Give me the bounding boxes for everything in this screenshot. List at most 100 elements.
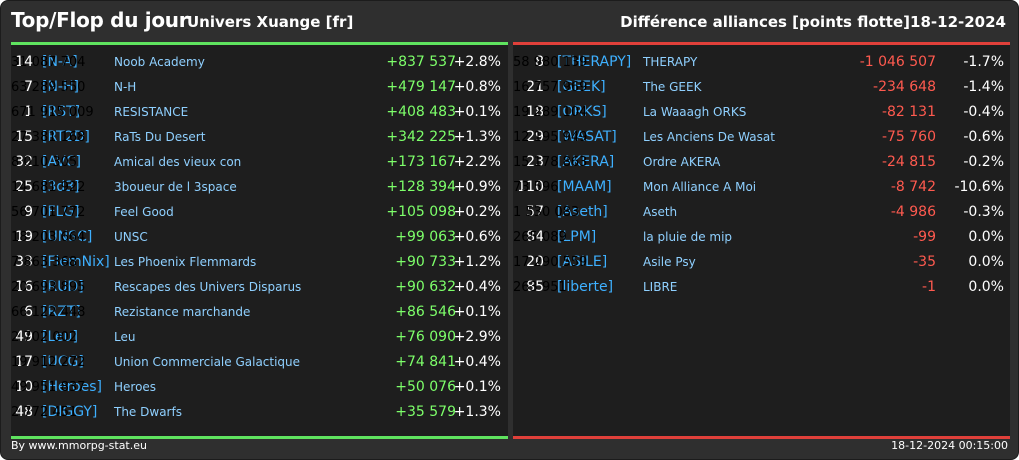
alliance-tag[interactable]: [Aseth]: [557, 204, 608, 220]
alliance-tag[interactable]: [MAAM]: [557, 179, 612, 195]
alliance-name[interactable]: Les Anciens De Wasat: [643, 130, 775, 144]
points-difference: +74 841: [395, 354, 456, 370]
alliance-name[interactable]: Ordre AKERA: [643, 155, 721, 169]
alliance-rank: 16: [15, 279, 33, 295]
percent-change: +1.3%: [453, 129, 501, 145]
alliance-points: 31 087 704: [11, 55, 86, 70]
alliance-tag[interactable]: [ORKS]: [557, 104, 607, 120]
alliance-tag[interactable]: [UNSC]: [42, 229, 93, 245]
percent-change: +0.1%: [453, 304, 501, 320]
points-difference: -1 046 507: [859, 54, 936, 70]
percent-change: +1.2%: [453, 254, 501, 270]
alliance-rank: 17: [15, 354, 33, 370]
alliance-points: 14 681 922: [11, 180, 86, 195]
alliance-tag[interactable]: [THERAPY]: [557, 54, 632, 70]
alliance-points: 19 912 272: [11, 355, 86, 370]
alliance-rank: 8: [535, 54, 544, 70]
points-difference: -82 131: [881, 104, 936, 120]
alliance-tag[interactable]: [LPM]: [557, 229, 597, 245]
footer-credit[interactable]: By www.mmorpg-stat.eu: [11, 439, 147, 452]
points-difference: -234 648: [873, 79, 936, 95]
alliance-tag[interactable]: [N-H]: [42, 79, 79, 95]
percent-change: 0.0%: [968, 254, 1004, 270]
alliance-tag[interactable]: [RT2D]: [42, 129, 90, 145]
points-difference: +35 579: [395, 404, 456, 420]
alliance-tag[interactable]: [N-A]: [42, 54, 78, 70]
gainer-row: 9 [FLG] Feel Good 56 701 772 +105 098 +0.2%: [11, 200, 508, 225]
gainer-row: 14 [N-A] Noob Academy 31 087 704 +837 537 +2.…: [11, 50, 508, 75]
alliance-rank: 7: [24, 79, 33, 95]
alliance-tag[interactable]: [DIGGY]: [42, 404, 98, 420]
alliance-tag[interactable]: [FLG]: [42, 204, 80, 220]
points-difference: -1: [922, 279, 936, 295]
alliance-tag[interactable]: [GEEK]: [557, 79, 606, 95]
alliance-tag[interactable]: [UCG]: [42, 354, 84, 370]
alliance-rank: 15: [15, 129, 33, 145]
alliance-name[interactable]: THERAPY: [643, 55, 698, 69]
alliance-name[interactable]: Union Commerciale Galactique: [114, 355, 301, 369]
alliance-name[interactable]: la pluie de mip: [643, 230, 733, 244]
points-difference: +342 225: [386, 129, 456, 145]
points-difference: +173 167: [386, 154, 456, 170]
percent-change: -0.3%: [963, 204, 1004, 220]
alliance-name[interactable]: Asile Psy: [643, 255, 696, 269]
alliance-points: 671 915 009: [11, 105, 94, 120]
percent-change: -1.4%: [963, 79, 1004, 95]
points-difference: -8 742: [890, 179, 936, 195]
percent-change: 0.0%: [968, 279, 1004, 295]
gainer-row: 32 [AVC] Amical des vieux con 8 010 305 +173…: [11, 150, 508, 175]
alliance-tag[interactable]: [RUD]: [42, 279, 84, 295]
alliance-points: 1 530 083: [513, 205, 580, 220]
alliance-name[interactable]: The Dwarfs: [114, 405, 182, 419]
alliance-name[interactable]: 3boueur de l 3space: [114, 180, 237, 194]
alliance-tag[interactable]: [liberte]: [557, 279, 614, 295]
alliance-name[interactable]: Mon Alliance A Moi: [643, 180, 757, 194]
points-difference: +90 733: [395, 254, 456, 270]
alliance-rank: 57: [526, 204, 544, 220]
alliance-name[interactable]: Rezistance marchande: [114, 305, 251, 319]
points-difference: +128 394: [386, 179, 456, 195]
alliance-name[interactable]: Rescapes des Univers Disparus: [114, 280, 302, 294]
alliance-tag[interactable]: [AKERA]: [557, 154, 615, 170]
alliance-name[interactable]: Noob Academy: [114, 55, 205, 69]
alliance-rank: 1: [24, 104, 33, 120]
alliance-name[interactable]: N-H: [114, 80, 137, 94]
points-difference: -99: [913, 229, 936, 245]
alliance-tag[interactable]: [AVC]: [42, 154, 81, 170]
alliance-name[interactable]: Les Phoenix Flemmards: [114, 255, 257, 269]
alliance-rank: 25: [15, 179, 33, 195]
alliance-name[interactable]: La Waaagh ORKS: [643, 105, 747, 119]
alliance-tag[interactable]: [3d3]: [42, 179, 80, 195]
points-difference: +99 063: [395, 229, 456, 245]
alliance-points: 2 772 451: [11, 405, 78, 420]
percent-change: -1.7%: [963, 54, 1004, 70]
footer-timestamp: 18-12-2024 00:15:00: [891, 439, 1008, 452]
alliance-points: 2 702 002: [11, 330, 78, 345]
alliance-name[interactable]: The GEEK: [643, 80, 702, 94]
alliance-tag[interactable]: [FlemNix]: [42, 254, 110, 270]
alliance-name[interactable]: Amical des vieux con: [114, 155, 242, 169]
alliance-tag[interactable]: [WASAT]: [557, 129, 617, 145]
alliance-name[interactable]: Leu: [114, 330, 136, 344]
alliance-tag[interactable]: [RZT]: [42, 304, 81, 320]
alliance-name[interactable]: Feel Good: [114, 205, 174, 219]
loser-row: 110 [MAAM] Mon Alliance A Moi 73 596 -8 742 -…: [513, 175, 1010, 200]
alliance-tag[interactable]: [Leu]: [42, 329, 78, 345]
alliance-tag[interactable]: [RST]: [42, 104, 81, 120]
alliance-rank: 23: [526, 154, 544, 170]
alliance-name[interactable]: UNSC: [114, 230, 148, 244]
loser-row: 29 [WASAT] Les Anciens De Wasat 12 195 949 -…: [513, 125, 1010, 150]
alliance-name[interactable]: LIBRE: [643, 280, 678, 294]
alliance-rank: 29: [526, 129, 544, 145]
alliance-tag[interactable]: [Heroes]: [42, 379, 102, 395]
alliance-rank: 33: [15, 254, 33, 270]
percent-change: +2.2%: [453, 154, 501, 170]
alliance-tag[interactable]: [ASILE]: [557, 254, 608, 270]
alliance-name[interactable]: Heroes: [114, 380, 157, 394]
alliance-name[interactable]: RaTs Du Desert: [114, 130, 206, 144]
alliance-name[interactable]: Aseth: [643, 205, 678, 219]
alliance-name[interactable]: RESISTANCE: [114, 105, 189, 119]
ranking-type: Différence alliances [points flotte]: [620, 13, 910, 31]
percent-change: +0.4%: [453, 354, 501, 370]
gainer-row: 6 [RZT] Rezistance marchande 66 122 448 +86 …: [11, 300, 508, 325]
